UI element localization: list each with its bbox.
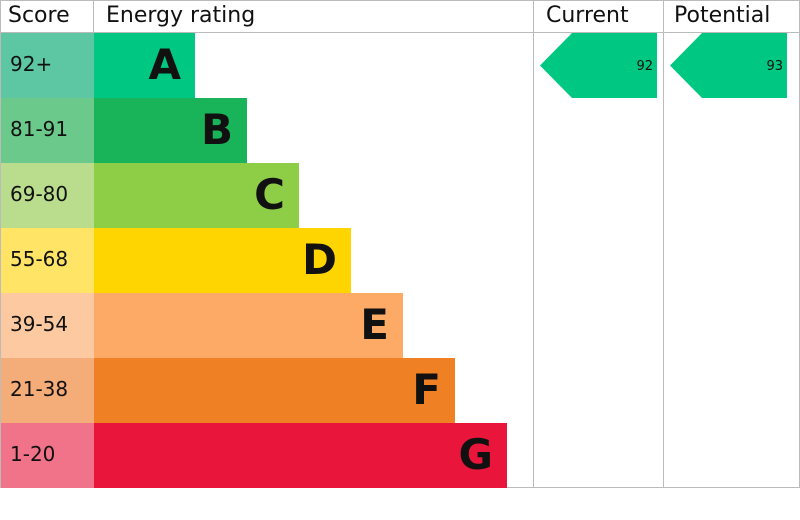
- score-cell: [1, 423, 94, 488]
- score-cell: [1, 98, 94, 163]
- rating-bar: [94, 33, 195, 98]
- rating-bar: [94, 423, 507, 488]
- rating-bar: [94, 358, 455, 423]
- score-label: 55-68: [10, 247, 68, 271]
- rating-letter: F: [412, 365, 441, 414]
- score-label: 92+: [10, 52, 52, 76]
- rating-value: 92: [636, 59, 653, 74]
- score-label: 81-91: [10, 117, 68, 141]
- rating-bar: [94, 293, 403, 358]
- score-label: 21-38: [10, 377, 68, 401]
- header: Score: [8, 3, 70, 28]
- rating-letter: E: [360, 300, 389, 349]
- score-cell: [1, 33, 94, 98]
- rating-letter: G: [459, 430, 493, 479]
- rating-bar: [94, 163, 299, 228]
- rating-bar: [94, 98, 247, 163]
- rating-letter: A: [148, 40, 181, 89]
- score-label: 69-80: [10, 182, 68, 206]
- score-cell: [1, 293, 94, 358]
- score-cell: [1, 163, 94, 228]
- rating-letter: D: [302, 235, 337, 284]
- rating-value: 93: [766, 59, 783, 74]
- score-cell: [1, 228, 94, 293]
- rating-bar: [94, 228, 351, 293]
- score-label: 1-20: [10, 442, 55, 466]
- score-cell: [1, 358, 94, 423]
- rating-arrow: [670, 33, 787, 98]
- rating-letter: C: [254, 170, 285, 219]
- rating-letter: B: [201, 105, 233, 154]
- header: Potential: [674, 3, 770, 28]
- header: Energy rating: [106, 3, 255, 28]
- header: Current: [546, 3, 629, 28]
- score-label: 39-54: [10, 312, 68, 336]
- rating-arrow: [540, 33, 657, 98]
